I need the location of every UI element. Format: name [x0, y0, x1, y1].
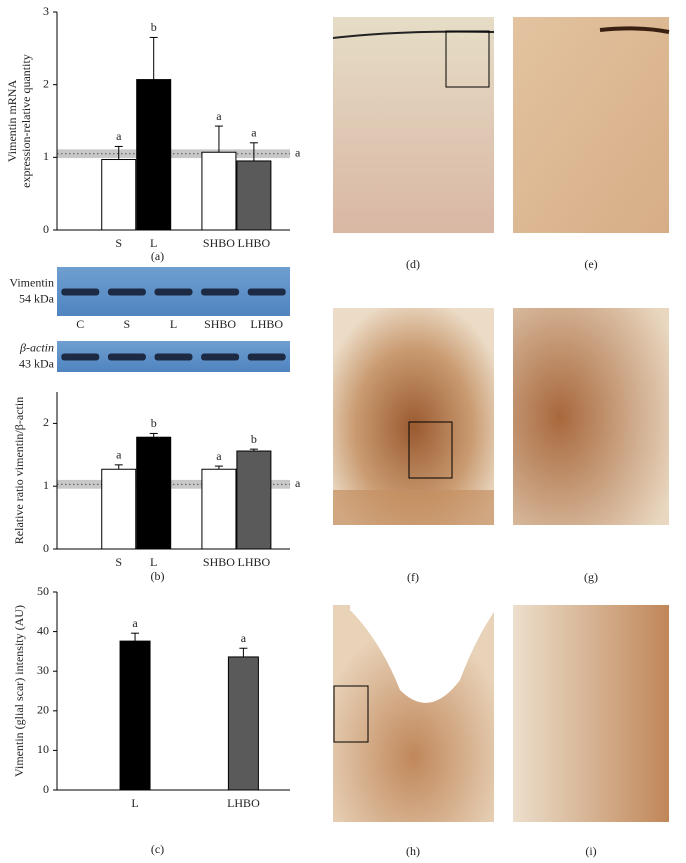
blot-band: [61, 288, 100, 296]
bar: [136, 436, 172, 550]
blot-band: [201, 288, 240, 296]
significance-letter: a: [251, 126, 257, 140]
blot-band: [107, 288, 146, 296]
significance-letter: b: [151, 416, 157, 430]
y-tick-label: 50: [37, 584, 49, 598]
blot-label: β-actin: [19, 340, 54, 354]
y-tick-label: 0: [43, 541, 49, 555]
x-tick-label: LHBO: [227, 796, 260, 810]
blot-band: [247, 288, 286, 296]
bar: [101, 159, 137, 231]
reference-label: a: [295, 476, 301, 490]
blot-lane-label: SHBO: [204, 317, 236, 331]
significance-letter: b: [251, 432, 257, 446]
significance-letter: a: [241, 631, 247, 645]
bar: [201, 151, 237, 231]
bar: [236, 450, 272, 550]
chart-caption: (c): [151, 842, 164, 856]
x-tick-label: S: [115, 555, 122, 569]
y-tick-label: 2: [43, 415, 49, 429]
micrograph-caption: (i): [585, 844, 596, 858]
significance-letter: a: [116, 448, 122, 462]
micrograph-caption: (e): [584, 257, 597, 271]
micrograph-caption: (h): [406, 844, 420, 858]
micrograph-images: [332, 17, 670, 822]
reference-label: a: [295, 145, 301, 159]
bar: [236, 160, 272, 231]
blot-size: 43 kDa: [19, 356, 55, 370]
significance-letter: a: [116, 129, 122, 143]
y-tick-label: 3: [43, 4, 49, 18]
blot-band: [107, 353, 146, 361]
y-tick-label: 0: [43, 782, 49, 796]
chart-caption: (b): [151, 569, 165, 583]
blot-lane-label: LHBO: [250, 317, 283, 331]
blot-band: [247, 353, 286, 361]
y-tick-label: 20: [37, 703, 49, 717]
y-axis-label: Vimentin (glial scar) intensity (AU): [12, 605, 26, 777]
blot-lane-label: S: [124, 317, 131, 331]
x-tick-label: S: [115, 236, 122, 250]
blot-band: [154, 353, 193, 361]
bar: [201, 468, 237, 550]
y-axis-label: Relative ratio vimentin/β-actin: [12, 397, 26, 544]
bar: [119, 640, 151, 791]
chart-caption: (a): [151, 249, 164, 263]
blot-band: [154, 288, 193, 296]
x-tick-label: SHBO: [203, 555, 235, 569]
x-tick-label: LHBO: [238, 236, 271, 250]
blot-band: [61, 353, 100, 361]
y-tick-label: 40: [37, 623, 49, 637]
x-tick-label: LHBO: [238, 555, 271, 569]
y-tick-label: 30: [37, 663, 49, 677]
blot-label: Vimentin: [9, 275, 54, 289]
blot-lane-label: C: [76, 317, 84, 331]
bar: [101, 468, 137, 550]
significance-letter: a: [132, 616, 138, 630]
micrograph-caption: (g): [584, 570, 598, 584]
x-tick-label: L: [131, 796, 138, 810]
y-tick-label: 1: [43, 478, 49, 492]
y-axis-label: expression-relative quantity: [19, 54, 33, 188]
bar: [227, 656, 259, 791]
micrograph-caption: (f): [407, 570, 419, 584]
significance-letter: b: [151, 20, 157, 34]
y-tick-label: 2: [43, 76, 49, 90]
y-tick-label: 1: [43, 149, 49, 163]
blot-size: 54 kDa: [19, 291, 55, 305]
y-tick-label: 0: [43, 222, 49, 236]
significance-letter: a: [216, 109, 222, 123]
x-tick-label: L: [150, 555, 157, 569]
significance-letter: a: [216, 449, 222, 463]
bar: [136, 79, 172, 231]
y-tick-label: 10: [37, 742, 49, 756]
micrograph-caption: (d): [406, 257, 420, 271]
blot-band: [201, 353, 240, 361]
x-tick-label: SHBO: [203, 236, 235, 250]
x-tick-label: L: [150, 236, 157, 250]
y-axis-label: Vimentin mRNA: [5, 80, 19, 163]
blot-lane-label: L: [170, 317, 177, 331]
